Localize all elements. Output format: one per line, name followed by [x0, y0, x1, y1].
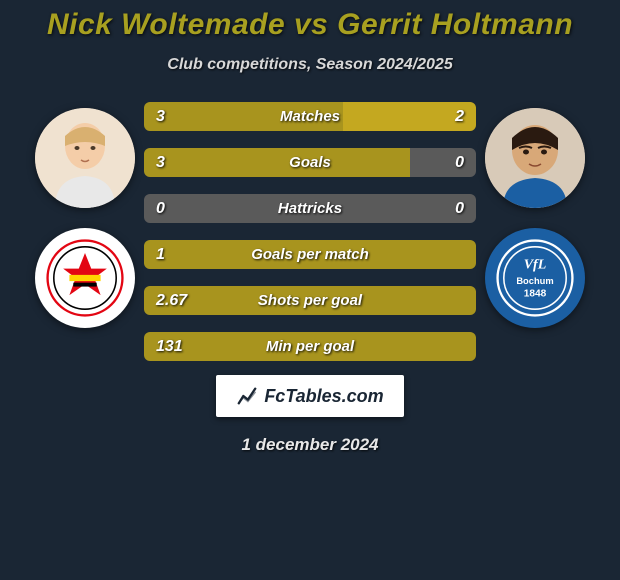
stat-label: Shots per goal: [190, 292, 430, 309]
stat-label: Min per goal: [190, 338, 430, 355]
chart-icon: [236, 385, 258, 407]
date: 1 december 2024: [241, 435, 378, 455]
stat-bar-content: 1Goals per match: [144, 240, 476, 269]
stat-right-value: 0: [430, 200, 464, 218]
brand-text: FcTables.com: [264, 386, 383, 407]
stat-row: 131Min per goal: [144, 332, 476, 361]
stat-left-value: 0: [156, 200, 190, 218]
stat-bar-content: 0Hattricks0: [144, 194, 476, 223]
avatar-placeholder-icon: [35, 108, 135, 208]
svg-text:VfL: VfL: [524, 257, 547, 273]
stat-row: 1Goals per match: [144, 240, 476, 269]
subtitle: Club competitions, Season 2024/2025: [167, 56, 452, 74]
stat-left-value: 2.67: [156, 292, 190, 310]
stat-label: Goals: [190, 154, 430, 171]
player-right-avatar: [485, 108, 585, 208]
player-left-avatar: [35, 108, 135, 208]
stat-label: Matches: [190, 108, 430, 125]
comparison-card: Nick Woltemade vs Gerrit Holtmann Club c…: [0, 0, 620, 580]
stat-row: 3Matches2: [144, 102, 476, 131]
player-right-column: VfL Bochum 1848: [480, 102, 590, 328]
stuttgart-crest-icon: [46, 239, 124, 317]
stat-row: 3Goals0: [144, 148, 476, 177]
page-title: Nick Woltemade vs Gerrit Holtmann: [47, 8, 573, 42]
stat-bar-content: 3Matches2: [144, 102, 476, 131]
stat-label: Goals per match: [190, 246, 430, 263]
stat-bar-content: 131Min per goal: [144, 332, 476, 361]
club-left-logo: [35, 228, 135, 328]
stat-bar-content: 2.67Shots per goal: [144, 286, 476, 315]
stat-bar-content: 3Goals0: [144, 148, 476, 177]
svg-text:1848: 1848: [524, 289, 547, 300]
comparison-main: 3Matches23Goals00Hattricks01Goals per ma…: [0, 102, 620, 361]
stat-left-value: 1: [156, 246, 190, 264]
stat-left-value: 131: [156, 338, 190, 356]
stat-right-value: 0: [430, 154, 464, 172]
bochum-crest-icon: VfL Bochum 1848: [496, 239, 574, 317]
stat-bars: 3Matches23Goals00Hattricks01Goals per ma…: [140, 102, 480, 361]
club-right-logo: VfL Bochum 1848: [485, 228, 585, 328]
stat-row: 0Hattricks0: [144, 194, 476, 223]
stat-left-value: 3: [156, 108, 190, 126]
brand-badge[interactable]: FcTables.com: [216, 375, 403, 417]
player-left-column: [30, 102, 140, 328]
stat-left-value: 3: [156, 154, 190, 172]
stat-right-value: 2: [430, 108, 464, 126]
avatar-placeholder-icon: [485, 108, 585, 208]
svg-text:Bochum: Bochum: [516, 276, 553, 286]
stat-row: 2.67Shots per goal: [144, 286, 476, 315]
stat-label: Hattricks: [190, 200, 430, 217]
